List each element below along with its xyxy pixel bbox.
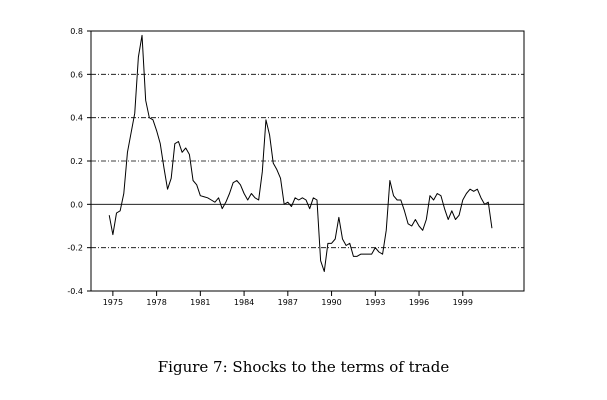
series-group: [108, 34, 493, 272]
y-tick-label: 0.2: [70, 157, 83, 166]
x-tick-label: 1987: [278, 298, 298, 307]
x-tick-label: 1978: [146, 298, 166, 307]
line-chart: 0.8 0.6 0.4 0.2 0.0 -0.2 -0.4 1975 1978 1981 1984…: [67, 27, 525, 307]
x-tick-label: 1984: [234, 298, 254, 307]
y-tick-label: 0.4: [70, 114, 83, 123]
x-tick-label: 1996: [409, 298, 429, 307]
x-tick-label: 1999: [453, 298, 473, 307]
y-tick-label: 0.8: [70, 27, 83, 36]
y-tick-label: 0.0: [70, 200, 83, 209]
gridlines: [91, 73, 524, 249]
x-tick-label: 1990: [321, 298, 341, 307]
y-tick-label: 0.6: [70, 70, 83, 79]
y-axis: 0.8 0.6 0.4 0.2 0.0 -0.2 -0.4: [67, 27, 91, 296]
x-tick-label: 1981: [190, 298, 210, 307]
x-tick-label: 1975: [103, 298, 123, 307]
y-tick-label: -0.2: [67, 244, 83, 253]
figure-caption: Figure 7: Shocks to the terms of trade: [157, 358, 450, 376]
y-tick-label: -0.4: [67, 287, 83, 296]
series-line: [108, 34, 493, 272]
x-axis: 1975 1978 1981 1984 1987 1990 1993 1996 1999: [103, 291, 473, 307]
x-tick-label: 1993: [365, 298, 385, 307]
